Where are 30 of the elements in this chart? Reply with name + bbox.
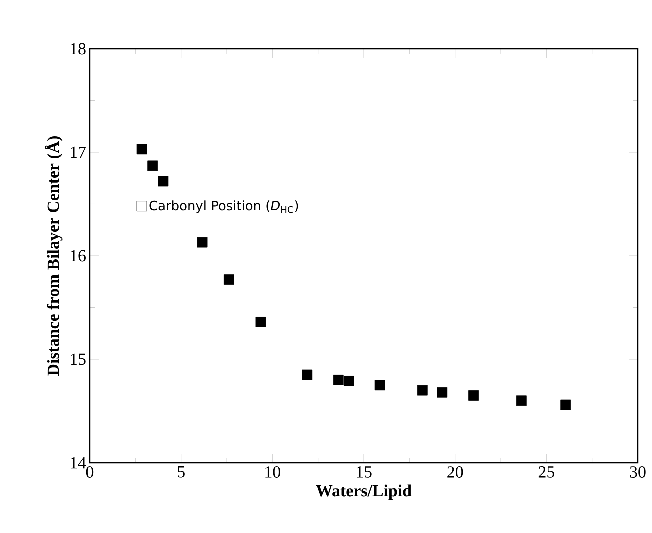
point	[256, 317, 266, 328]
y-tick-label: 18	[71, 43, 86, 55]
x-axis-title: Waters/Lipid	[316, 484, 412, 500]
point	[516, 396, 527, 406]
y-tick-label: 17	[71, 146, 86, 158]
x-tick-label: 10	[266, 466, 280, 478]
x-tick-label: 0	[86, 466, 94, 478]
y-axis-title: Distance from Bilayer Center (Å)	[45, 136, 63, 376]
x-tick-label: 25	[538, 466, 554, 478]
point	[148, 160, 158, 172]
legend-label: Carbonyl Position (D$_{HC}$)	[150, 200, 298, 214]
point	[333, 375, 344, 386]
point	[417, 385, 428, 396]
point	[197, 237, 208, 248]
point	[158, 176, 169, 187]
point	[136, 144, 148, 155]
point	[344, 376, 354, 386]
y-tick-label: 15	[71, 354, 86, 366]
y-tick-label: 14	[71, 457, 86, 469]
x-tick-label: 5	[178, 466, 185, 478]
point	[560, 400, 572, 410]
x-tick-label: 15	[357, 466, 372, 478]
point	[374, 380, 386, 391]
point	[224, 274, 234, 286]
y-tick-label: 16	[71, 250, 86, 262]
x-tick-label: 20	[448, 466, 464, 478]
point	[302, 370, 313, 380]
point	[437, 387, 448, 398]
x-tick-label: 30	[630, 466, 646, 478]
point	[468, 390, 479, 401]
